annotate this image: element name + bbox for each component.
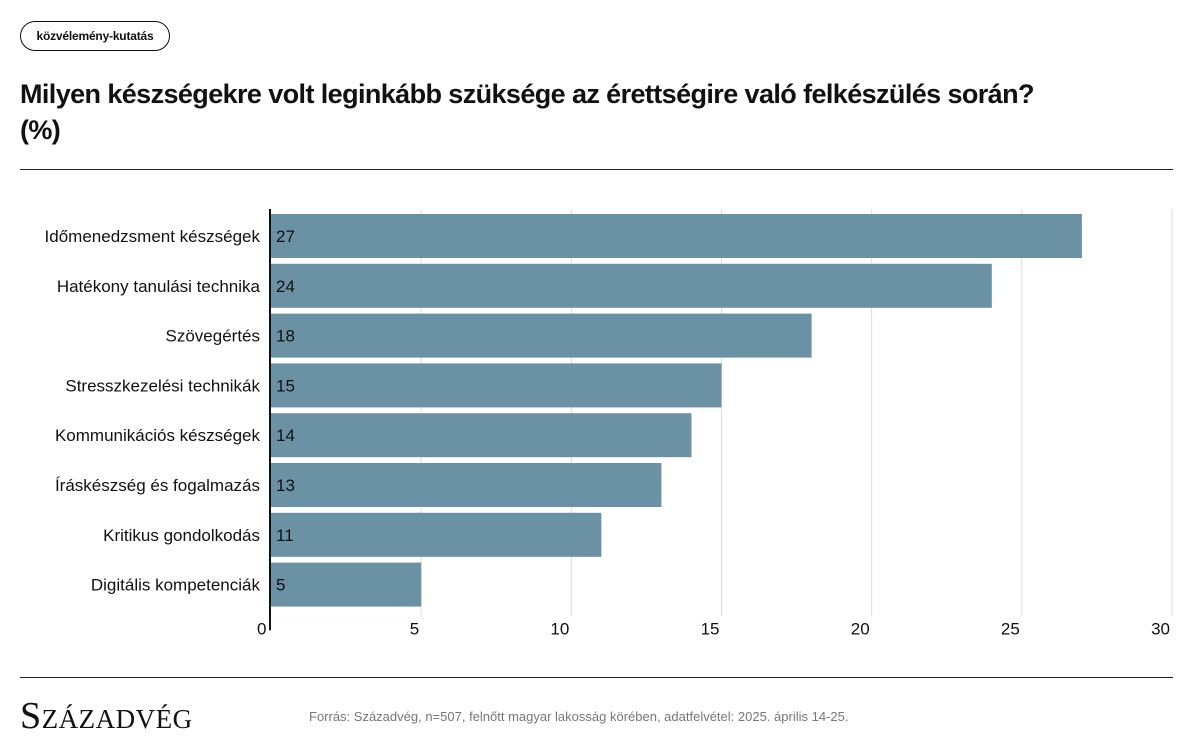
brand-logo: Századvég (20, 695, 193, 737)
x-tick-label: 0 (257, 619, 266, 638)
bar (271, 512, 602, 557)
x-tick-label: 15 (701, 619, 720, 638)
x-tick-label: 5 (410, 619, 419, 638)
page-title: Milyen készségekre volt leginkább szüksé… (20, 76, 1170, 148)
bar-value-label: 5 (276, 576, 285, 595)
category-label: Íráskészség és fogalmazás (55, 476, 260, 495)
x-tick-label: 20 (851, 619, 870, 638)
category-label: Stresszkezelési technikák (65, 376, 260, 395)
bar-value-label: 15 (276, 376, 295, 395)
bar-value-label: 24 (276, 277, 295, 296)
x-tick-label: 30 (1151, 619, 1170, 638)
category-label: Kommunikációs készségek (55, 426, 261, 445)
top-divider (20, 169, 1173, 170)
bar (271, 413, 692, 458)
category-label: Digitális kompetenciák (91, 576, 261, 595)
category-label: Szövegértés (166, 327, 261, 346)
bar-value-label: 18 (276, 327, 295, 346)
bar-value-label: 14 (276, 426, 295, 445)
bottom-divider (20, 677, 1173, 678)
bar (271, 363, 722, 408)
bar (271, 263, 992, 308)
bar-value-label: 13 (276, 476, 295, 495)
bar-value-label: 27 (276, 227, 295, 246)
category-label: Kritikus gondolkodás (103, 526, 260, 545)
category-label: Hatékony tanulási technika (57, 277, 261, 296)
bar (271, 214, 1082, 258)
bar (271, 463, 662, 507)
x-tick-label: 25 (1001, 619, 1020, 638)
title-line-1: Milyen készségekre volt leginkább szüksé… (20, 79, 1034, 109)
bar-value-label: 11 (276, 526, 294, 545)
bar-chart: 0 5 10 15 20 25 30 Időmenedzsment készségek 27 Ha… (45, 209, 1173, 638)
source-note: Forrás: Századvég, n=507, felnőtt magyar… (309, 709, 849, 724)
x-tick-label: 10 (550, 619, 569, 638)
category-label: Időmenedzsment készségek (45, 227, 261, 246)
category-tag: közvélemény-kutatás (20, 21, 170, 51)
bar (271, 562, 422, 607)
bar (271, 313, 812, 358)
title-line-2: (%) (20, 115, 61, 145)
